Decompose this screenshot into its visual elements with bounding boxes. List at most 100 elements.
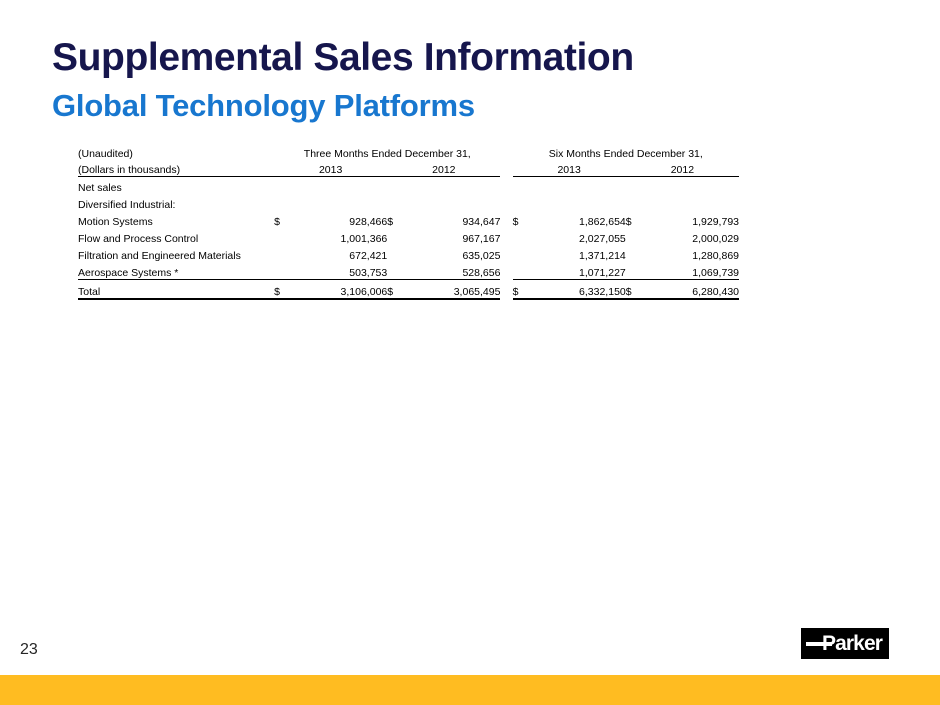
row-value: 1,071,227: [579, 267, 626, 279]
row-label: Motion Systems: [78, 216, 153, 228]
rule-segment: [78, 279, 275, 280]
column-gap: [500, 211, 512, 228]
row-label: Flow and Process Control: [78, 233, 199, 245]
row-value: 503,753: [349, 267, 388, 279]
currency-placeholder: [626, 228, 650, 245]
row-value: 1,929,793: [692, 216, 739, 228]
empty-cell: [274, 194, 298, 211]
supplemental-sales-table: (Unaudited) Three Months Ended December …: [78, 143, 739, 300]
empty-cell: [298, 177, 387, 195]
row-value: 528,656: [462, 267, 501, 279]
currency-placeholder: [626, 262, 650, 279]
rule-segment: [625, 279, 650, 280]
section-title-net-sales: Net sales: [78, 182, 122, 194]
empty-cell: [412, 177, 501, 195]
group-header-three-months: Three Months Ended December 31,: [303, 148, 471, 160]
currency-placeholder: [387, 245, 411, 262]
rule-segment: [387, 279, 412, 280]
rule-segment: [650, 297, 739, 300]
rule-segment: [274, 279, 299, 280]
total-value: 6,280,430: [692, 286, 739, 298]
bottom-accent-bar: [0, 675, 940, 705]
currency-placeholder: [274, 262, 298, 279]
group-header-six-months: Six Months Ended December 31,: [548, 148, 703, 160]
row-value: 1,862,654: [579, 216, 626, 228]
table-header-row-2: (Dollars in thousands) 2013 2012 2013 20…: [78, 160, 739, 177]
table-row: Flow and Process Control 1,001,366 967,1…: [78, 228, 739, 245]
total-label: Total: [78, 286, 101, 298]
units-note: (Dollars in thousands): [78, 160, 275, 177]
logo-arrow-icon: [806, 642, 832, 646]
row-label: Aerospace Systems *: [78, 267, 179, 279]
currency-placeholder: [387, 228, 411, 245]
total-value: 3,106,006: [340, 286, 388, 298]
empty-cell: [513, 177, 537, 195]
currency-placeholder: [626, 245, 650, 262]
rule-segment: [411, 297, 501, 300]
currency-placeholder: [274, 228, 298, 245]
year-2012-three-months: 2012: [387, 160, 501, 177]
currency-symbol: $: [625, 216, 632, 228]
rule-segment: [512, 279, 537, 280]
column-gap: [500, 280, 512, 299]
empty-cell: [274, 177, 298, 195]
row-value: 635,025: [462, 250, 501, 262]
empty-cell: [626, 177, 650, 195]
grand-total-rule: [78, 297, 739, 300]
currency-placeholder: [513, 262, 537, 279]
total-value: 6,332,150: [579, 286, 626, 298]
rule-segment: [411, 279, 501, 280]
row-value: 2,000,029: [692, 233, 739, 245]
subsection-heading-row: Diversified Industrial:: [78, 194, 739, 211]
empty-cell: [650, 194, 739, 211]
row-value: 672,421: [349, 250, 388, 262]
empty-cell: [626, 194, 650, 211]
total-value: 3,065,495: [453, 286, 501, 298]
empty-cell: [298, 194, 387, 211]
rule-segment: [650, 279, 739, 280]
table-row: Motion Systems $ 928,466 $ 934,647 $ 1,8…: [78, 211, 739, 228]
empty-cell: [537, 177, 626, 195]
currency-symbol: $: [625, 286, 632, 298]
parker-logo: Parker: [801, 628, 889, 659]
subsection-title-diversified-industrial: Diversified Industrial:: [78, 199, 176, 211]
year-2013-six-months: 2013: [512, 160, 626, 177]
rule-segment: [78, 297, 275, 300]
column-gap: [500, 228, 512, 245]
empty-cell: [537, 194, 626, 211]
currency-placeholder: [513, 228, 537, 245]
section-heading-row: Net sales: [78, 177, 739, 195]
row-value: 1,280,869: [692, 250, 739, 262]
column-gap: [500, 160, 512, 177]
column-gap: [500, 298, 512, 299]
row-value: 1,069,739: [692, 267, 739, 279]
column-gap: [500, 194, 512, 211]
rule-segment: [387, 297, 412, 300]
empty-cell: [387, 177, 411, 195]
currency-symbol: $: [512, 286, 519, 298]
row-value: 1,001,366: [340, 233, 388, 245]
table-header-row-1: (Unaudited) Three Months Ended December …: [78, 143, 739, 160]
currency-placeholder: [387, 262, 411, 279]
row-label: Filtration and Engineered Materials: [78, 250, 241, 262]
logo-wordmark: Parker: [822, 632, 883, 655]
rule-segment: [536, 279, 626, 280]
row-value: 1,371,214: [579, 250, 626, 262]
currency-symbol: $: [512, 216, 519, 228]
currency-symbol: $: [387, 286, 394, 298]
rule-segment: [298, 297, 388, 300]
column-gap: [500, 177, 512, 195]
column-gap: [500, 245, 512, 262]
year-2013-three-months: 2013: [274, 160, 388, 177]
empty-cell: [412, 194, 501, 211]
row-value: 934,647: [462, 216, 501, 228]
rule-segment: [625, 297, 650, 300]
year-2012-six-months: 2012: [625, 160, 739, 177]
unaudited-note: (Unaudited): [78, 148, 133, 160]
currency-symbol: $: [274, 286, 280, 298]
rule-segment: [512, 297, 537, 300]
column-gap: [500, 262, 512, 279]
subtotal-rule: [78, 279, 739, 280]
table-total-row: Total $ 3,106,006 $ 3,065,495 $ 6,332,15…: [78, 280, 739, 299]
currency-placeholder: [274, 245, 298, 262]
